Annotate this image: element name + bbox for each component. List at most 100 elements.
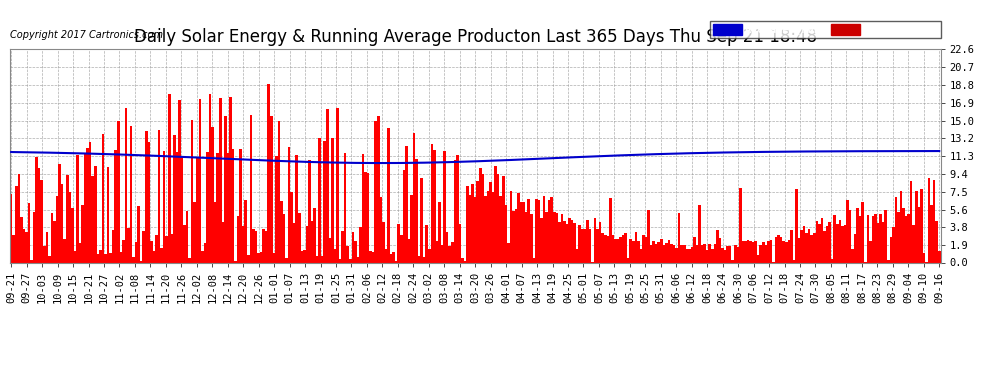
Bar [259, 252, 262, 262]
Bar [607, 236, 609, 262]
Bar [787, 240, 790, 262]
Bar [397, 224, 400, 262]
Bar [49, 256, 50, 262]
Bar [775, 237, 777, 262]
Bar [224, 116, 227, 262]
Bar [492, 192, 494, 262]
Bar [696, 245, 698, 262]
Bar [120, 252, 122, 262]
Bar [583, 230, 586, 262]
Bar [403, 170, 405, 262]
Bar [586, 220, 589, 262]
Bar [324, 141, 326, 262]
Bar [50, 213, 53, 262]
Bar [547, 200, 550, 262]
Bar [836, 224, 839, 262]
Bar [795, 189, 798, 262]
Bar [558, 222, 560, 262]
Bar [897, 212, 900, 262]
Bar [818, 225, 821, 262]
Bar [767, 242, 769, 262]
Bar [744, 241, 746, 262]
Bar [843, 225, 846, 262]
Bar [560, 214, 563, 262]
Bar [757, 255, 759, 262]
Bar [426, 225, 428, 262]
Bar [46, 232, 49, 262]
Bar [523, 202, 525, 262]
Bar [612, 235, 614, 262]
Bar [349, 259, 351, 262]
Bar [751, 242, 754, 262]
Bar [150, 242, 152, 262]
Bar [193, 202, 196, 262]
Bar [237, 216, 240, 262]
Bar [740, 188, 742, 262]
Bar [211, 127, 214, 262]
Bar [647, 210, 649, 262]
Bar [782, 241, 785, 262]
Bar [553, 212, 555, 262]
Bar [53, 221, 55, 262]
Bar [165, 236, 168, 262]
Bar [186, 211, 188, 262]
Bar [63, 239, 66, 262]
Bar [543, 196, 545, 262]
Bar [716, 230, 719, 262]
Bar [746, 240, 749, 262]
Bar [499, 196, 502, 262]
Bar [168, 94, 170, 262]
Bar [415, 159, 418, 262]
Bar [387, 128, 390, 262]
Bar [79, 243, 81, 262]
Bar [248, 255, 249, 262]
Bar [337, 108, 339, 262]
Bar [456, 155, 458, 262]
Bar [155, 235, 157, 262]
Bar [479, 168, 481, 262]
Bar [853, 234, 856, 262]
Bar [541, 219, 543, 262]
Bar [408, 239, 410, 262]
Text: Copyright 2017 Cartronics.com: Copyright 2017 Cartronics.com [10, 30, 163, 40]
Bar [662, 245, 665, 262]
Bar [734, 245, 737, 262]
Bar [235, 261, 237, 262]
Bar [277, 121, 280, 262]
Bar [354, 241, 356, 262]
Bar [680, 245, 683, 262]
Bar [130, 126, 133, 262]
Bar [458, 224, 461, 262]
Bar [848, 210, 851, 262]
Bar [576, 249, 578, 262]
Bar [217, 153, 219, 262]
Bar [724, 250, 727, 262]
Bar [604, 235, 607, 262]
Bar [505, 206, 507, 262]
Bar [512, 211, 515, 262]
Bar [81, 205, 84, 262]
Bar [175, 152, 178, 262]
Bar [474, 196, 476, 262]
Bar [882, 222, 884, 262]
Bar [790, 230, 793, 262]
Bar [127, 228, 130, 262]
Bar [170, 234, 173, 262]
Bar [242, 226, 245, 262]
Bar [232, 149, 235, 262]
Bar [104, 254, 107, 262]
Bar [892, 228, 895, 262]
Bar [342, 231, 344, 262]
Bar [816, 221, 818, 262]
Bar [698, 205, 701, 262]
Bar [76, 154, 79, 262]
Bar [36, 158, 38, 262]
Bar [23, 229, 25, 262]
Bar [102, 134, 104, 262]
Bar [533, 258, 536, 262]
Bar [18, 174, 20, 262]
Bar [369, 252, 372, 262]
Bar [112, 230, 115, 262]
Bar [874, 214, 877, 262]
Bar [252, 230, 254, 262]
